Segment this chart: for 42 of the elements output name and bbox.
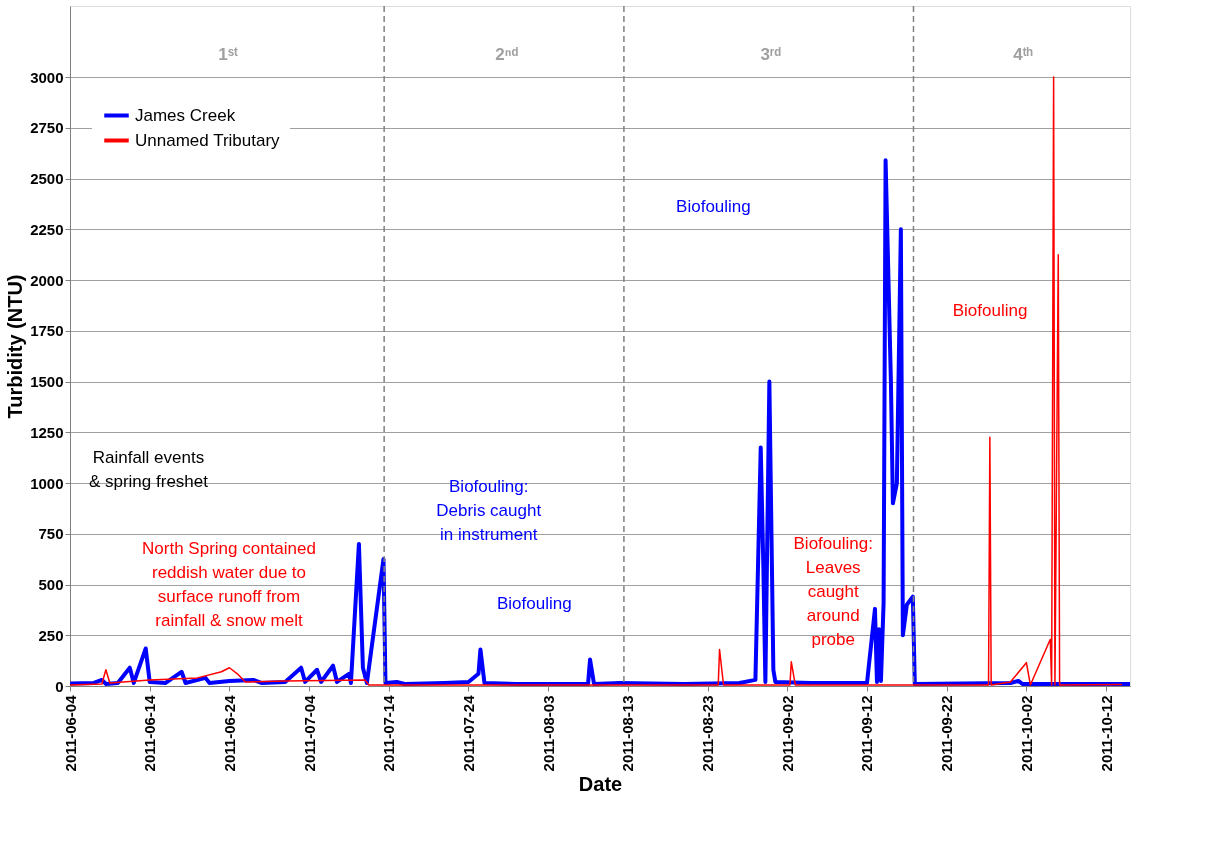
y-tick-label: 1000: [30, 474, 64, 492]
annotation: 1ˢᵗ: [218, 44, 239, 64]
x-tick-label: 2011-09-02: [778, 695, 796, 772]
annotation: North Spring contained reddish water due to surface runoff from rainfall & snow melt: [142, 539, 316, 631]
y-tick-label: 1250: [30, 423, 64, 441]
y-tick-label: 2000: [30, 271, 64, 289]
annotation: Biofouling: [496, 593, 572, 613]
x-tick-label: 2011-08-23: [699, 695, 717, 772]
annotation: 2ⁿᵈ: [495, 44, 519, 64]
y-tick-label: 250: [38, 626, 64, 644]
annotation: 3ʳᵈ: [760, 44, 782, 64]
y-tick-label: 1500: [30, 373, 64, 391]
legend-label: James Creek: [135, 105, 236, 125]
annotation: Biofouling: [952, 300, 1028, 320]
annotation: Biofouling: Debris caught in instrument: [436, 477, 542, 545]
x-tick-label: 2011-06-24: [220, 694, 238, 772]
x-tick-label: 2011-10-12: [1097, 695, 1115, 772]
y-tick-label: 1750: [30, 322, 64, 340]
annotation: Biofouling: Leaves caught around probe: [793, 533, 873, 649]
x-tick-label: 2011-08-03: [539, 695, 557, 772]
y-tick-label: 3000: [30, 68, 64, 86]
y-tick-label: 0: [55, 677, 64, 695]
x-tick-label: 2011-07-24: [460, 694, 477, 772]
x-tick-label: 2011-06-14: [141, 694, 159, 772]
x-tick-label: 2011-07-04: [300, 694, 318, 772]
x-tick-label: 2011-06-04: [61, 694, 79, 772]
x-tick-label: 2011-10-02: [1017, 695, 1035, 772]
y-axis-title: Turbidity (NTU): [4, 274, 27, 419]
x-tick-label: 2011-09-22: [938, 695, 956, 772]
y-tick-label: 2750: [30, 119, 64, 137]
x-tick-label: 2011-09-12: [858, 695, 876, 772]
y-tick-label: 2250: [30, 220, 64, 238]
y-tick-label: 750: [38, 525, 64, 543]
y-tick-label: 500: [38, 576, 64, 594]
y-tick-label: 2500: [30, 170, 64, 188]
annotation: Rainfall events & spring freshet: [88, 447, 209, 491]
x-axis-title: Date: [578, 773, 623, 796]
annotation: Biofouling: [676, 196, 751, 216]
legend-label: Unnamed Tributary: [135, 130, 281, 150]
x-tick-label: 2011-07-14: [380, 694, 398, 772]
annotation: 4ᵗʰ: [1013, 44, 1033, 64]
x-tick-label: 2011-08-13: [619, 695, 637, 772]
